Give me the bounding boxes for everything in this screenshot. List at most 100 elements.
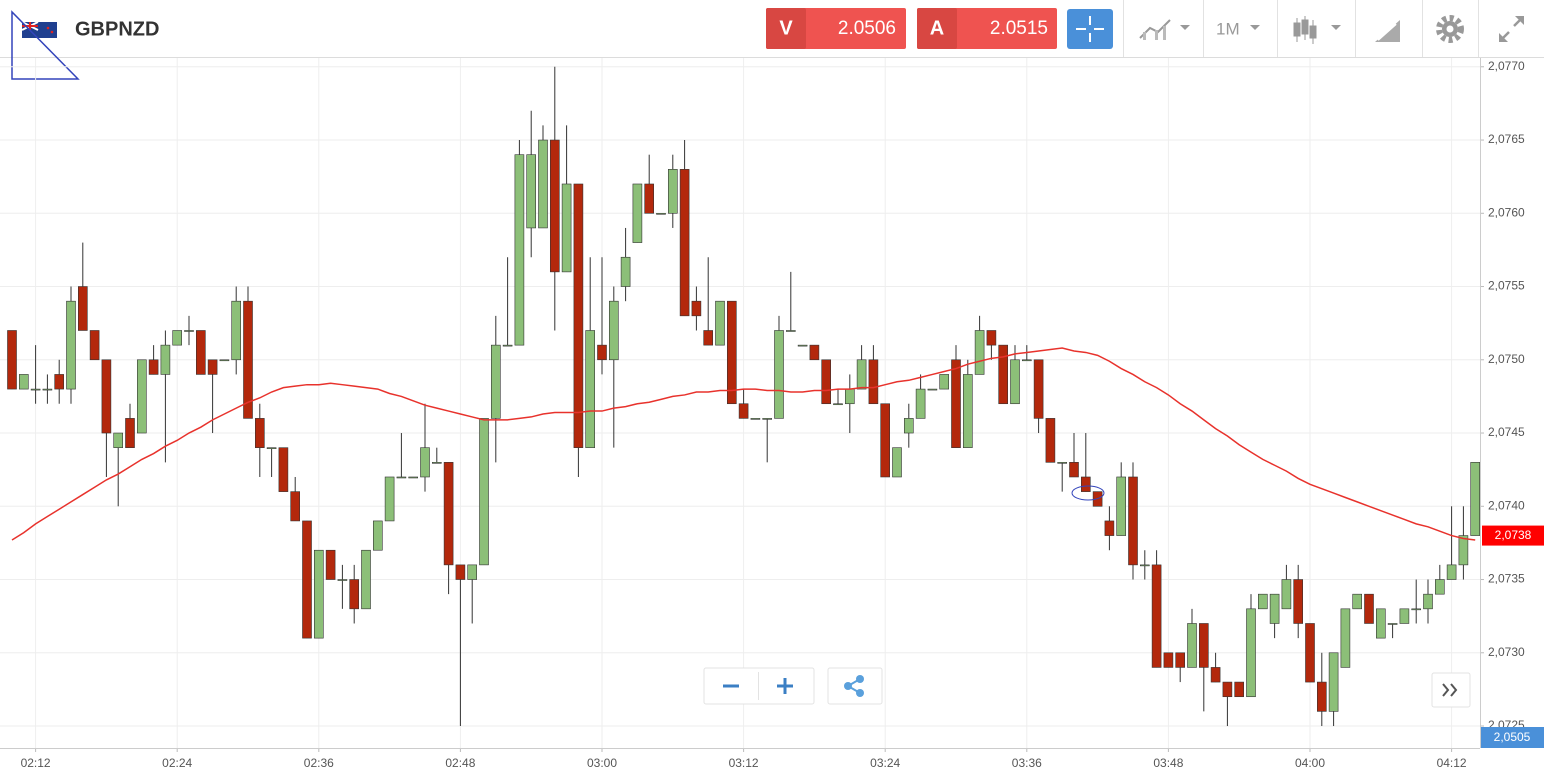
flag-icon (21, 21, 57, 38)
buy-button[interactable]: A 2.0515 (917, 8, 1057, 49)
candle-body (774, 330, 784, 419)
candle-body (738, 403, 749, 419)
sell-button[interactable]: V 2.0506 (766, 8, 906, 49)
sell-label: V (779, 17, 793, 39)
candle-body (89, 330, 100, 361)
candle-body (78, 286, 88, 331)
candle-body (821, 359, 832, 405)
candle-body (1151, 564, 1162, 668)
candle-body (1387, 623, 1398, 625)
candle-body (443, 462, 454, 566)
drawing-button[interactable] (1375, 20, 1400, 42)
candle-body (101, 359, 112, 434)
candle-body (1340, 608, 1351, 668)
candle-body (1258, 593, 1268, 610)
candle-body (962, 374, 973, 448)
candle-body (148, 359, 159, 375)
x-tick-label: 03:48 (1153, 756, 1183, 770)
y-tick-label: 2,0765 (1488, 132, 1525, 146)
fullscreen-button[interactable] (1499, 16, 1524, 42)
candle-body (715, 300, 725, 346)
candle-body (172, 330, 182, 346)
candle-body (892, 447, 902, 478)
candle-body (1246, 608, 1256, 698)
x-tick-label: 04:00 (1295, 756, 1325, 770)
candle-body (302, 520, 312, 639)
candle-body (833, 403, 843, 406)
x-tick-label: 02:12 (21, 756, 51, 770)
candle-body (1081, 476, 1091, 492)
candle-body (750, 418, 761, 420)
candle-body (1305, 623, 1315, 683)
timeframe: 1M (1216, 19, 1240, 38)
candle-body (278, 447, 289, 492)
candle-body (125, 418, 135, 448)
last-price-label: 2,0738 (1495, 528, 1532, 542)
candle-body (420, 447, 430, 478)
candle-body (1210, 667, 1221, 683)
candle-body (809, 344, 820, 361)
candle-body (679, 169, 690, 317)
candle-body (1364, 593, 1374, 624)
chart-type-button[interactable] (1293, 16, 1341, 44)
y-tick-label: 2,0755 (1488, 279, 1525, 293)
candle-body (1317, 681, 1327, 712)
candle-body (762, 418, 773, 420)
candle-body (1399, 608, 1410, 624)
y-tick-label: 2,0740 (1488, 498, 1525, 512)
x-tick-label: 03:12 (729, 756, 759, 770)
candle-body (1128, 476, 1138, 566)
candle-body (726, 300, 737, 405)
candle-body (231, 300, 241, 361)
y-tick-label: 2,0735 (1488, 572, 1525, 586)
candle-body (1269, 593, 1280, 624)
candle-body (514, 154, 525, 346)
settings-button[interactable] (1436, 15, 1464, 43)
candle-body (1281, 579, 1292, 610)
zoom-in-button[interactable] (777, 678, 793, 694)
timeframe-button[interactable]: 1M (1216, 19, 1260, 38)
candle-body (479, 418, 489, 566)
x-tick-label: 03:24 (870, 756, 900, 770)
candle-body (1116, 476, 1126, 536)
candle-body (1411, 608, 1421, 611)
candle-body (266, 447, 277, 449)
candle-body (573, 183, 584, 448)
y-tick-label: 2,0745 (1488, 425, 1525, 439)
share-button[interactable] (827, 667, 883, 705)
last-price-tag (1482, 525, 1544, 546)
candle-body (597, 344, 607, 361)
candle-body (1140, 564, 1150, 567)
scroll-right-button[interactable] (1431, 672, 1471, 708)
candle-body (620, 256, 631, 287)
y-tick-label: 2,0770 (1488, 59, 1525, 73)
candle-body (1446, 564, 1457, 580)
x-tick-label: 02:48 (445, 756, 475, 770)
candle-body (1057, 462, 1067, 464)
candle-body (467, 564, 478, 580)
candle-body (384, 476, 395, 522)
moving-average (11, 347, 1476, 541)
candle-body (656, 212, 666, 215)
candle-body (903, 418, 914, 434)
indicator-button[interactable] (1139, 19, 1190, 40)
crosshair-button[interactable] (1067, 9, 1113, 49)
candle-body (372, 520, 383, 551)
candle-body (30, 388, 41, 391)
candle-body (585, 330, 596, 448)
candle-body (137, 359, 147, 434)
candle-body (667, 169, 678, 214)
candle-body (1187, 623, 1197, 668)
toolbar-separators (1123, 0, 1479, 57)
candle-body (1021, 359, 1032, 362)
candle-body (998, 344, 1009, 405)
candle-body (939, 374, 950, 390)
candle-body (431, 462, 442, 464)
x-tick-label: 02:24 (162, 756, 192, 770)
candle-body (608, 300, 619, 361)
candle-body (797, 344, 808, 347)
candle-body (490, 344, 501, 419)
candle-body (644, 183, 655, 214)
draw-annotation (1071, 485, 1105, 501)
